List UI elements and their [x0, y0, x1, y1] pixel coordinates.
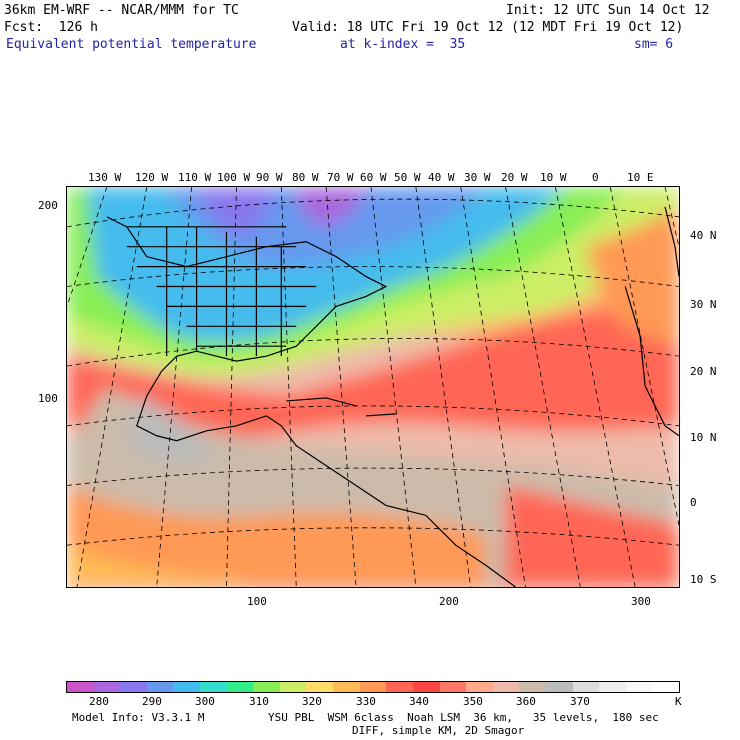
lon-label: 70 W [327, 171, 354, 184]
colorbar-swatch [466, 682, 493, 692]
colorbar-label: 300 [195, 695, 215, 708]
lat-label: 30 N [690, 298, 717, 311]
grid-x-label: 300 [631, 595, 651, 608]
lon-label: 10 E [627, 171, 654, 184]
colorbar-swatch [67, 682, 94, 692]
colorbar-swatch [519, 682, 546, 692]
colorbar-swatch [625, 682, 653, 692]
colorbar-swatch [386, 682, 413, 692]
lat-label: 20 N [690, 365, 717, 378]
smoothing-label: sm= 6 [634, 37, 674, 52]
theta-e-field [67, 187, 679, 587]
colorbar-swatch [412, 682, 440, 692]
lon-label: 120 W [135, 171, 169, 184]
colorbar-label: 370 [570, 695, 590, 708]
lon-label: 50 W [394, 171, 421, 184]
colorbar-swatch [599, 682, 626, 692]
colorbar-swatch [253, 682, 280, 692]
init-time: Init: 12 UTC Sun 14 Oct 12 [506, 3, 710, 18]
lon-label: 80 W [292, 171, 319, 184]
colorbar-label: 320 [302, 695, 322, 708]
physics-info: YSU PBL WSM 6class Noah LSM 36 km, 35 le… [268, 711, 659, 724]
colorbar-swatch [279, 682, 307, 692]
lon-label: 110 W [178, 171, 212, 184]
lon-label: 60 W [360, 171, 387, 184]
lon-label: 0 [592, 171, 599, 184]
colorbar-swatch [120, 682, 147, 692]
grid-y-label: 200 [38, 199, 58, 212]
lon-label: 130 W [88, 171, 122, 184]
lat-label: 10 N [690, 431, 717, 444]
grid-x-label: 200 [439, 595, 459, 608]
lat-label: 0 [690, 496, 697, 509]
colorbar-label: 360 [516, 695, 536, 708]
map-panel [66, 186, 680, 588]
valid-time: Valid: 18 UTC Fri 19 Oct 12 (12 MDT Fri … [292, 20, 684, 35]
colorbar-swatch [652, 682, 680, 692]
colorbar-swatch [545, 682, 573, 692]
grid-y-label: 100 [38, 392, 58, 405]
colorbar [66, 681, 680, 693]
colorbar-swatch [439, 682, 467, 692]
colorbar-swatch [492, 682, 520, 692]
colorbar-swatch [572, 682, 600, 692]
colorbar-label: 350 [463, 695, 483, 708]
lon-label: 90 W [256, 171, 283, 184]
colorbar-swatch [359, 682, 387, 692]
colorbar-label: 290 [142, 695, 162, 708]
colorbar-swatch [226, 682, 254, 692]
colorbar-swatch [306, 682, 334, 692]
diffusion-info: DIFF, simple KM, 2D Smagor [352, 724, 525, 737]
colorbar-swatch [200, 682, 227, 692]
lon-label: 40 W [428, 171, 455, 184]
lon-label: 30 W [464, 171, 491, 184]
colorbar-label: 310 [249, 695, 269, 708]
lat-label: 40 N [690, 229, 717, 242]
lon-label: 10 W [540, 171, 567, 184]
colorbar-swatch [333, 682, 360, 692]
colorbar-label: 330 [356, 695, 376, 708]
colorbar-swatch [173, 682, 201, 692]
colorbar-swatch [93, 682, 121, 692]
field-name: Equivalent potential temperature [6, 37, 257, 52]
model-info: Model Info: V3.3.1 M [72, 711, 205, 724]
lat-label: 10 S [690, 573, 717, 586]
colorbar-unit: K [675, 695, 682, 708]
model-title: 36km EM-WRF -- NCAR/MMM for TC [4, 3, 239, 18]
forecast-hour: Fcst: 126 h [4, 20, 98, 35]
colorbar-label: 280 [89, 695, 109, 708]
lon-label: 20 W [501, 171, 528, 184]
grid-x-label: 100 [247, 595, 267, 608]
colorbar-label: 340 [409, 695, 429, 708]
level-label: at k-index = 35 [340, 37, 466, 52]
lon-label: 100 W [217, 171, 251, 184]
colorbar-swatch [146, 682, 174, 692]
